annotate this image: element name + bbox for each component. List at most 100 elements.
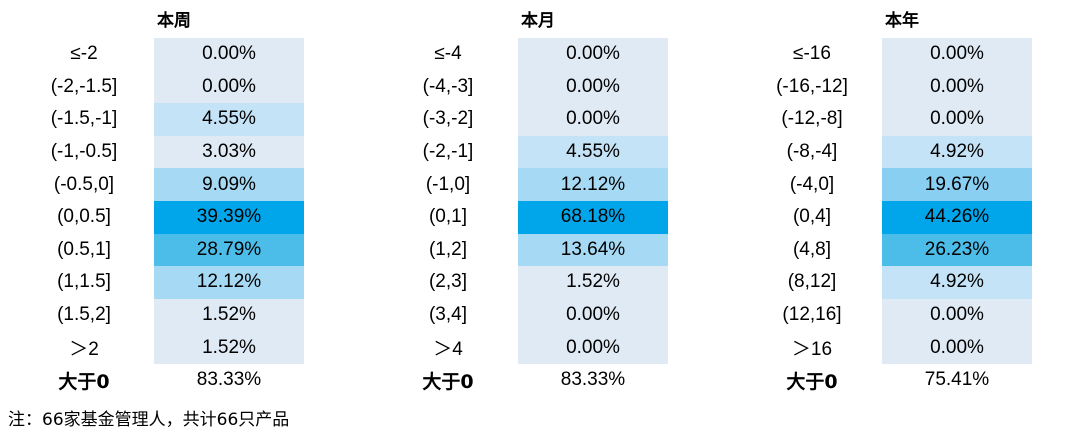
percent-cell: 0.00% [154,70,304,104]
table-row: (-4,-3] 0.00% [378,70,718,104]
table-row: ＞4 0.00% [378,331,718,364]
table-row: (-0.5,0] 9.09% [14,168,354,201]
percent-cell: 0.00% [518,38,668,71]
percent-cell: 4.92% [882,135,1032,169]
range-label: ≤-2 [70,43,98,65]
percent-cell: 44.26% [882,201,1032,234]
table-row: ＞16 0.00% [742,331,1080,364]
percent-cell: 4.92% [882,266,1032,299]
table-row: (1.5,2] 1.52% [14,298,354,332]
percent-cell: 4.55% [154,103,304,136]
range-label: (0,4] [792,206,832,228]
table-row: (-3,-2] 0.00% [378,103,718,136]
table-row: (0,0.5] 39.39% [14,201,354,234]
range-label: (8,12] [787,271,837,293]
table-row: (2,3] 1.52% [378,266,718,299]
table-row: (-2,-1.5] 0.00% [14,70,354,104]
range-label: (1,2] [428,238,468,260]
table-row: ≤-2 0.00% [14,38,354,71]
table-row: (8,12] 4.92% [742,266,1080,299]
range-label: (-1,0] [425,173,471,195]
percent-cell: 9.09% [154,168,304,201]
range-label: (-8,-4] [786,141,838,163]
table-row: (1,2] 13.64% [378,233,718,267]
panel-title: 本月 [521,11,555,31]
total-label: 大于0 [786,370,838,393]
range-label: (-16,-12] [776,75,848,97]
table-row: (-8,-4] 4.92% [742,135,1080,169]
range-label: (-2,-1.5] [50,75,118,97]
panel-month: 本月 ≤-4 0.00% (-4,-3] 0.00% (-3,-2] 0.00% (-2,-… [378,0,718,400]
panel-title: 本年 [885,11,919,31]
footnote: 注：66家基金管理人，共计66只产品 [8,410,290,430]
total-row: 大于0 75.41% [742,364,1080,397]
percent-cell: 26.23% [882,233,1032,267]
percent-cell: 0.00% [518,298,668,332]
range-label: ≤-16 [793,43,831,65]
table-row: ≤-16 0.00% [742,38,1080,71]
table-row: (-1.5,-1] 4.55% [14,103,354,136]
table-row: (3,4] 0.00% [378,298,718,332]
range-label: (-0.5,0] [53,173,115,195]
percent-cell: 0.00% [882,70,1032,104]
percent-cell: 0.00% [882,298,1032,332]
range-label: (0,1] [428,206,468,228]
table-row: (-2,-1] 4.55% [378,135,718,169]
percent-cell: 0.00% [518,103,668,136]
range-label: (-12,-8] [781,108,843,130]
percent-cell: 1.52% [518,266,668,299]
table-row: (0,1] 68.18% [378,201,718,234]
percent-cell: 0.00% [882,38,1032,71]
range-label: (-2,-1] [422,141,474,163]
percent-cell: 4.55% [518,135,668,169]
percent-cell: 19.67% [882,168,1032,201]
percent-cell: 0.00% [518,70,668,104]
range-label: (2,3] [428,271,468,293]
range-label: (-3,-2] [422,108,474,130]
range-label: ＞4 [433,339,463,361]
range-label: ≤-4 [434,43,462,65]
percent-cell: 1.52% [154,298,304,332]
range-label: (-4,0] [789,173,835,195]
table-row: (-1,-0.5] 3.03% [14,135,354,169]
total-row: 大于0 83.33% [378,364,718,397]
percent-cell: 0.00% [154,38,304,71]
percent-cell: 0.00% [882,103,1032,136]
panel-week: 本周 ≤-2 0.00% (-2,-1.5] 0.00% (-1.5,-1] 4.55%(… [14,0,354,400]
table-row: ＞2 1.52% [14,331,354,364]
range-label: (-1,-0.5] [50,141,118,163]
table-row: (1,1.5] 12.12% [14,266,354,299]
percent-cell: 68.18% [518,201,668,234]
total-label: 大于0 [422,370,474,393]
percent-cell: 12.12% [518,168,668,201]
percent-cell: 12.12% [154,266,304,299]
percent-cell: 0.00% [518,331,668,364]
range-label: ＞16 [791,339,833,361]
total-value: 83.33% [196,369,262,391]
percent-cell: 28.79% [154,233,304,267]
table-row: ≤-4 0.00% [378,38,718,71]
total-label: 大于0 [58,370,110,393]
table-row: (0.5,1] 28.79% [14,233,354,267]
panel-title: 本周 [157,11,191,31]
table-row: (0,4] 44.26% [742,201,1080,234]
range-label: (-4,-3] [422,75,474,97]
table-row: (12,16] 0.00% [742,298,1080,332]
percent-cell: 39.39% [154,201,304,234]
range-label: (12,16] [782,304,842,326]
table-row: (-4,0] 19.67% [742,168,1080,201]
total-value: 83.33% [560,369,626,391]
percent-cell: 1.52% [154,331,304,364]
table-row: (-12,-8] 0.00% [742,103,1080,136]
total-value: 75.41% [924,369,990,391]
table-row: (-16,-12] 0.00% [742,70,1080,104]
table-row: (4,8] 26.23% [742,233,1080,267]
percent-cell: 3.03% [154,135,304,169]
percent-cell: 0.00% [882,331,1032,364]
percent-cell: 13.64% [518,233,668,267]
panel-year: 本年 ≤-16 0.00% (-16,-12] 0.00% (-12,-8] 0.00%(… [742,0,1080,400]
table-row: (-1,0] 12.12% [378,168,718,201]
range-label: (4,8] [792,238,832,260]
range-label: (1.5,2] [57,304,111,326]
range-label: (3,4] [428,304,468,326]
